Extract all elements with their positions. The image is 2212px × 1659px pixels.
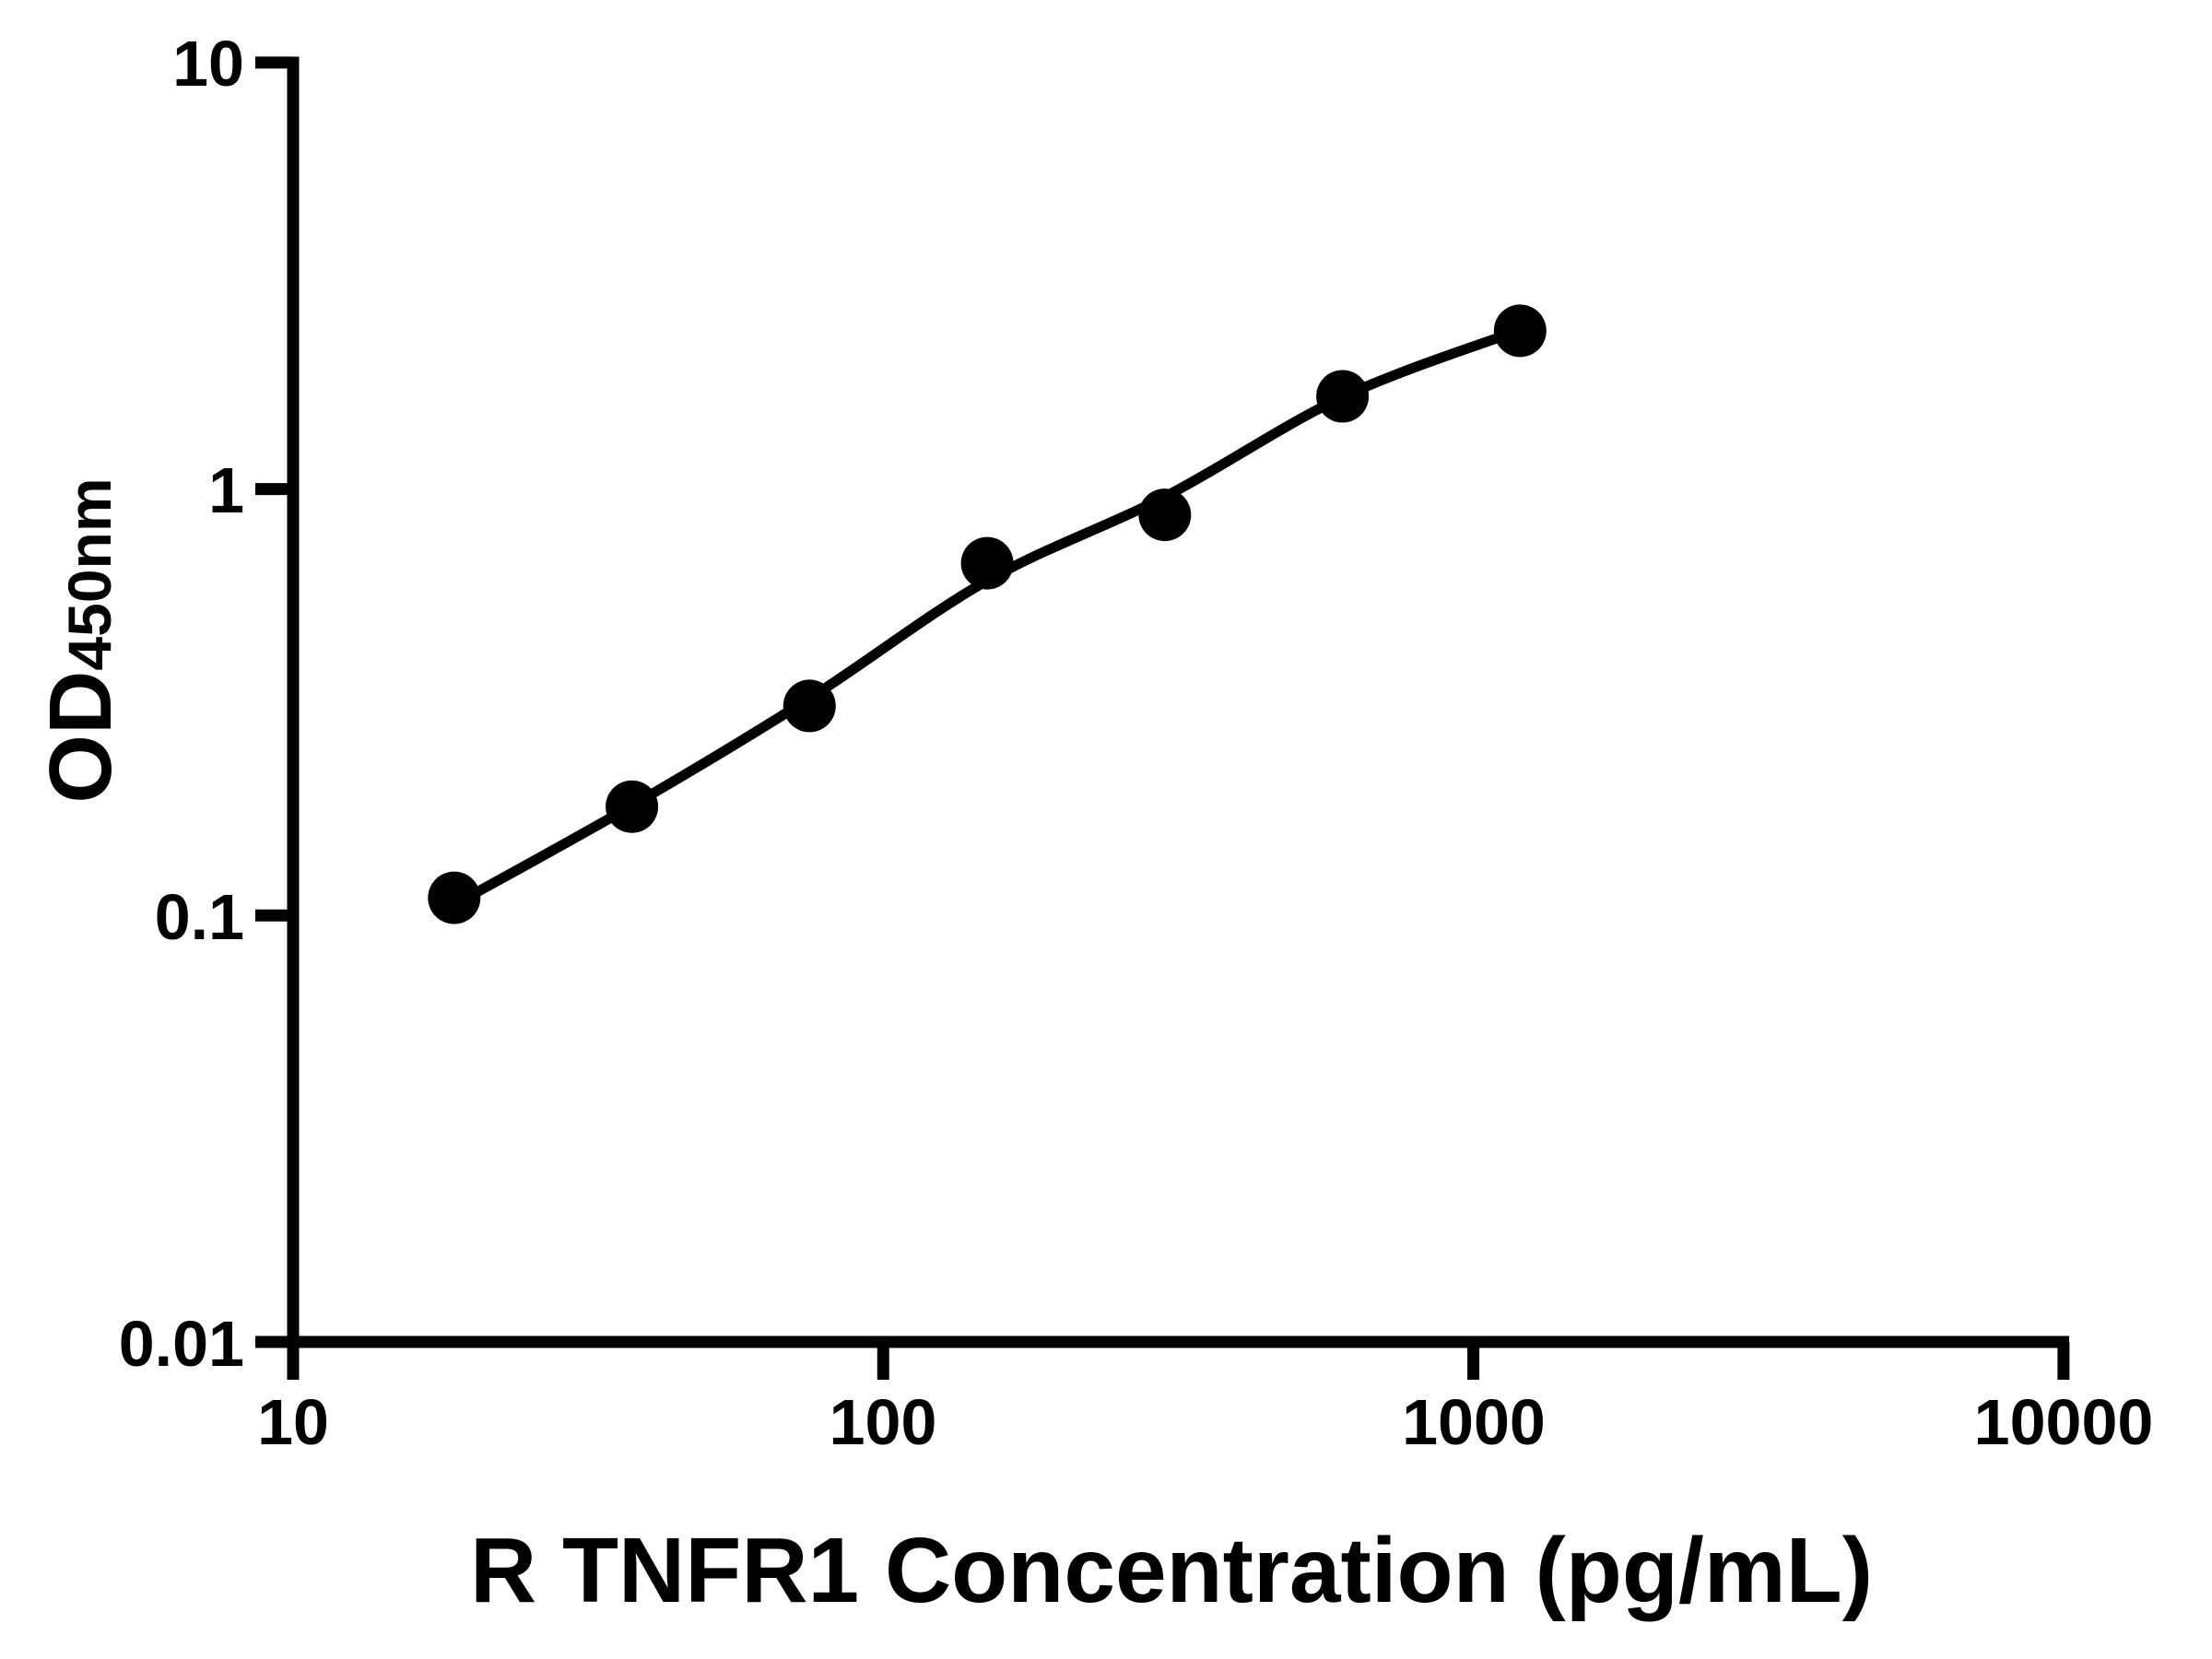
- y-tick-label: 0.01: [119, 1308, 244, 1380]
- y-tick-label: 0.1: [155, 881, 244, 953]
- data-points: [428, 304, 1547, 924]
- data-point-marker: [782, 679, 836, 733]
- y-axis-title: OD450nm: [31, 477, 130, 803]
- x-tick-label: 10: [257, 1386, 329, 1458]
- y-tick-label: 10: [172, 28, 244, 100]
- data-point-marker: [606, 780, 659, 833]
- x-axis-title: R TNFR1 Concentration (pg/mL): [470, 1519, 1873, 1622]
- y-axis-title-subscript: 450nm: [55, 477, 124, 670]
- y-tick-label: 1: [208, 454, 244, 526]
- x-tick-label: 10000: [1974, 1386, 2154, 1458]
- data-point-marker: [428, 871, 481, 924]
- x-tick-label: 100: [830, 1386, 937, 1458]
- data-point-marker: [960, 536, 1014, 590]
- x-tick-label: 1000: [1402, 1386, 1546, 1458]
- y-axis-title-main: OD: [31, 671, 130, 804]
- axis-lines: [287, 56, 2069, 1348]
- axes: [255, 56, 2070, 1380]
- data-point-marker: [1316, 370, 1370, 423]
- data-point-marker: [1493, 304, 1547, 358]
- data-point-marker: [1138, 488, 1192, 542]
